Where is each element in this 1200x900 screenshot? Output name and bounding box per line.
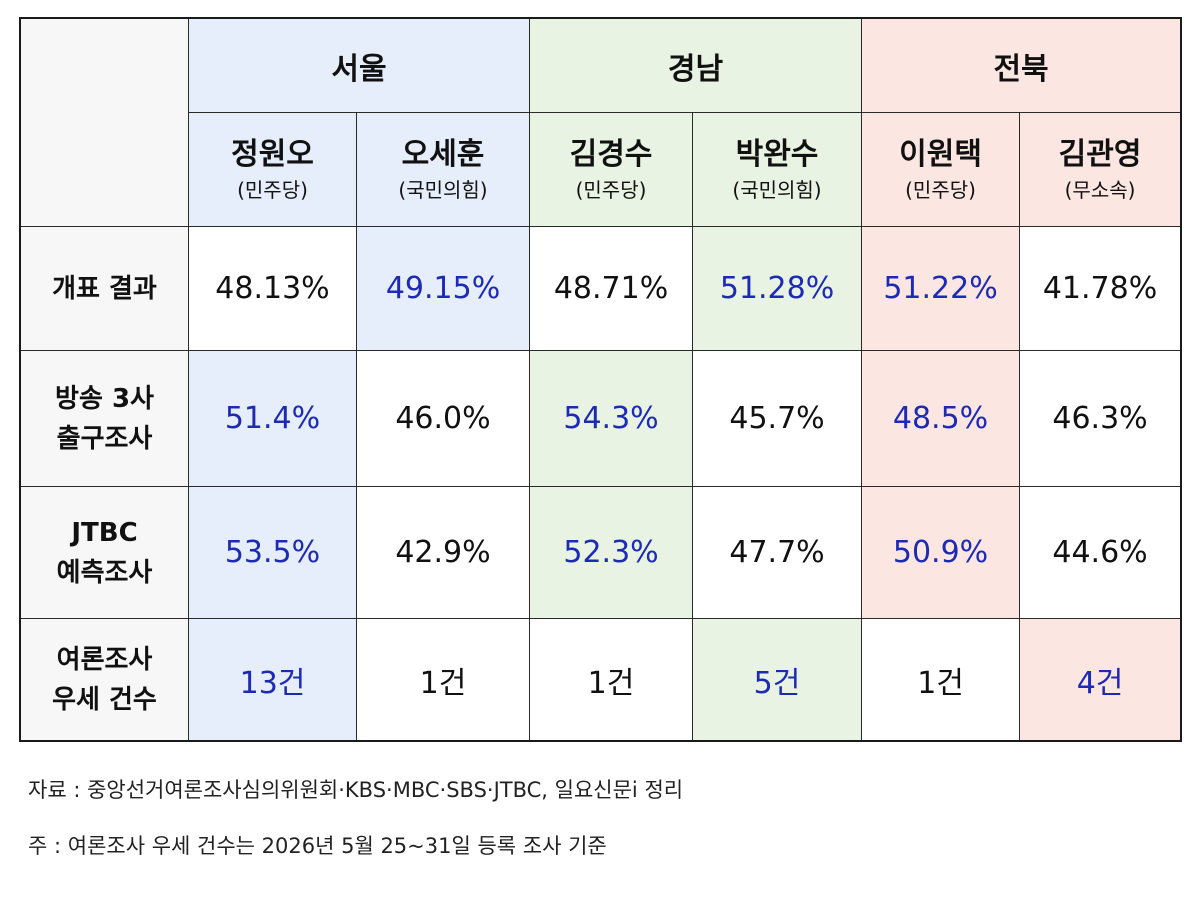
row-label-line: JTBC	[71, 517, 138, 548]
row-label-line: 개표 결과	[52, 273, 157, 304]
region-header-row: 서울 경남 전북	[20, 18, 1182, 227]
table-row: JTBC 예측조사 53.5% 42.9% 52.3% 47.7% 50.9% …	[20, 486, 1182, 619]
region-seoul: 서울	[187, 18, 531, 113]
candidate-party: (무소속)	[1064, 177, 1136, 202]
table-row: 개표 결과 48.13% 49.15% 48.71% 51.28% 51.22%…	[20, 226, 1182, 351]
candidate-party: (국민의힘)	[398, 177, 488, 202]
row-label: 방송 3사 출구조사	[20, 350, 189, 487]
criteria-note: 주 : 여론조사 우세 건수는 2026년 5월 25~31일 등록 조사 기준	[28, 834, 607, 858]
candidate-cell: 정원오 (민주당)	[188, 112, 357, 227]
candidate-name: 박완수	[735, 136, 819, 172]
value-cell: 42.9%	[355, 486, 531, 619]
value-cell-winner: 51.22%	[861, 226, 1021, 351]
value-cell: 48.13%	[188, 226, 357, 351]
value-cell: 44.6%	[1019, 486, 1182, 619]
source-note: 자료 : 중앙선거여론조사심의위원회·KBS·MBC·SBS·JTBC, 일요신…	[28, 778, 684, 802]
candidate-cell: 김경수 (민주당)	[529, 112, 694, 227]
candidate-party: (민주당)	[905, 177, 976, 202]
row-label: JTBC 예측조사	[20, 486, 189, 619]
value-cell-winner: 52.3%	[529, 486, 694, 619]
value-cell-winner: 53.5%	[188, 486, 357, 619]
candidate-cell: 이원택 (민주당)	[861, 112, 1021, 227]
row-label: 여론조사 우세 건수	[20, 618, 189, 741]
candidate-name: 정원오	[231, 136, 314, 172]
footnotes: 자료 : 중앙선거여론조사심의위원회·KBS·MBC·SBS·JTBC, 일요신…	[28, 768, 683, 880]
value-cell-winner: 49.15%	[355, 226, 531, 351]
value-cell: 47.7%	[692, 486, 863, 619]
value-cell: 46.3%	[1019, 350, 1182, 487]
candidate-name: 이원택	[899, 136, 982, 172]
value-cell-winner: 51.4%	[188, 350, 357, 487]
candidate-name: 김경수	[569, 136, 653, 172]
candidate-cell: 김관영 (무소속)	[1019, 112, 1182, 227]
value-cell-winner: 48.5%	[861, 350, 1021, 487]
value-cell-winner: 54.3%	[529, 350, 694, 487]
value-cell: 46.0%	[355, 350, 531, 487]
candidate-party: (민주당)	[237, 177, 308, 202]
value-cell: 1건	[529, 618, 694, 741]
value-cell: 1건	[355, 618, 531, 741]
value-cell-winner: 5건	[692, 618, 863, 741]
row-label: 개표 결과	[20, 226, 189, 351]
value-cell: 1건	[861, 618, 1021, 741]
row-label-line: 예측조사	[56, 557, 153, 588]
region-jeonbuk: 전북	[861, 18, 1182, 113]
value-cell-winner: 50.9%	[861, 486, 1021, 619]
candidate-name: 오세훈	[401, 136, 485, 172]
candidate-name: 김관영	[1058, 136, 1142, 172]
value-cell: 45.7%	[692, 350, 863, 487]
region-gyeongnam: 경남	[529, 18, 863, 113]
candidate-party: (국민의힘)	[732, 177, 822, 202]
row-label-line: 우세 건수	[52, 684, 157, 715]
table-row: 방송 3사 출구조사 51.4% 46.0% 54.3% 45.7% 48.5%…	[20, 350, 1182, 487]
value-cell: 48.71%	[529, 226, 694, 351]
value-cell-winner: 4건	[1019, 618, 1182, 741]
row-label-line: 방송 3사	[55, 383, 154, 414]
election-results-table: 서울 경남 전북 정원오 (민주당) 오세훈 (국민의힘) 김경수 (민주당) …	[18, 17, 1183, 742]
value-cell: 41.78%	[1019, 226, 1182, 351]
value-cell-winner: 13건	[188, 618, 357, 741]
candidate-header-row: 정원오 (민주당) 오세훈 (국민의힘) 김경수 (민주당) 박완수 (국민의힘…	[21, 112, 1182, 227]
row-label-line: 여론조사	[56, 644, 153, 675]
candidate-party: (민주당)	[575, 177, 647, 202]
candidate-cell: 오세훈 (국민의힘)	[355, 112, 531, 227]
table-row: 여론조사 우세 건수 13건 1건 1건 5건 1건 4건	[20, 618, 1182, 741]
row-label-line: 출구조사	[56, 423, 153, 454]
corner-cell	[20, 18, 189, 227]
candidate-cell: 박완수 (국민의힘)	[692, 112, 863, 227]
value-cell-winner: 51.28%	[692, 226, 863, 351]
